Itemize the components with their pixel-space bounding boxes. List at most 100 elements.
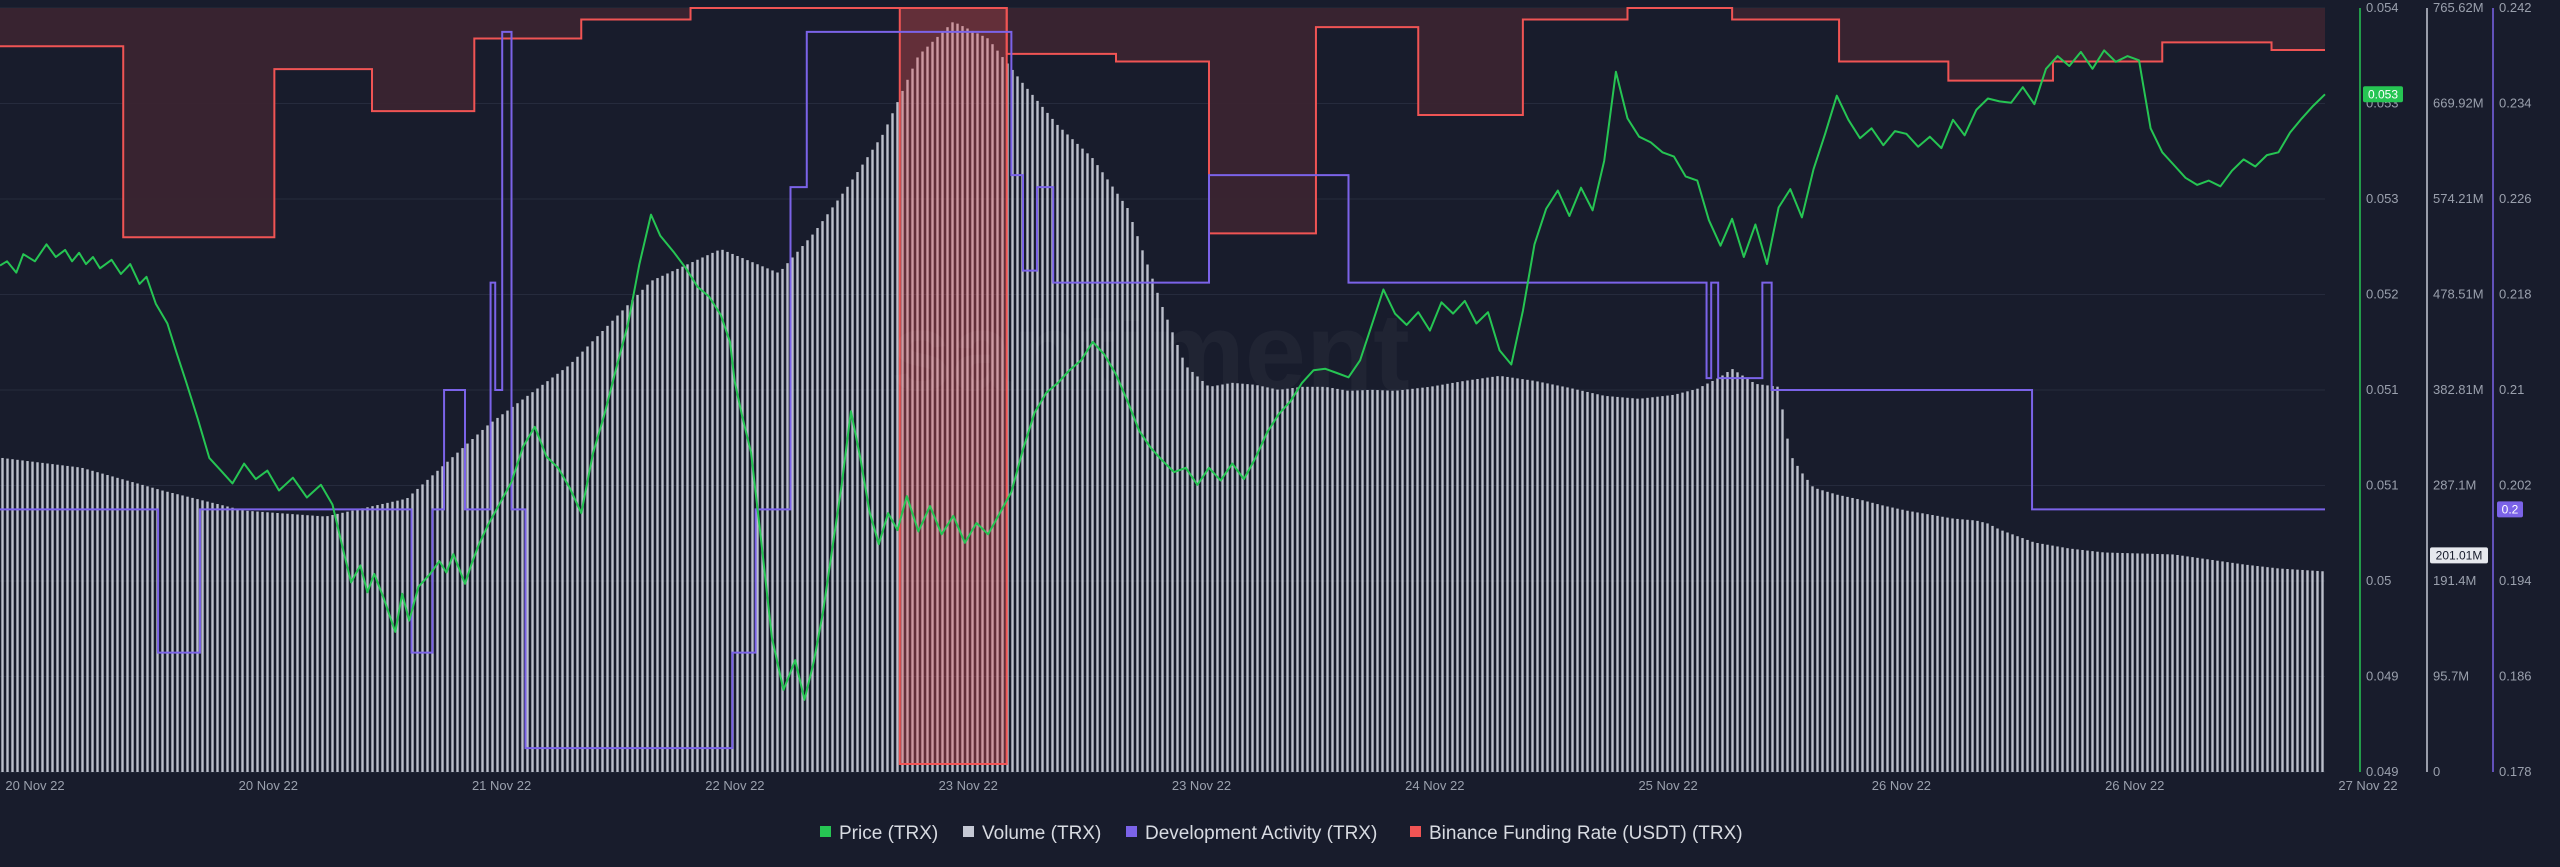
volume-bar [41, 462, 44, 772]
volume-bar [1881, 505, 1884, 772]
volume-bar [731, 253, 734, 773]
volume-bar [466, 443, 469, 772]
volume-bar [1836, 494, 1839, 772]
development-activity-line [0, 30, 2325, 750]
volume-bar [586, 346, 589, 772]
volume-bar [516, 403, 519, 772]
volume-bar [1, 457, 4, 772]
volume-bar [1841, 495, 1844, 772]
volume-bar [781, 268, 784, 772]
volume-bar [1311, 386, 1314, 772]
legend-swatch [963, 826, 974, 837]
volume-bar [1556, 385, 1559, 772]
volume-bar [966, 28, 969, 773]
volume-bar [1281, 389, 1284, 772]
volume-bar [1366, 389, 1369, 772]
volume-bar [776, 272, 779, 772]
volume-bar [1781, 409, 1784, 772]
volume-bar [1221, 384, 1224, 772]
volume-bar [1871, 502, 1874, 772]
volume-bar [396, 500, 399, 772]
volume-bar [1031, 94, 1034, 772]
x-tick-label: 25 Nov 22 [1638, 778, 1697, 793]
volume-bar [881, 134, 884, 772]
volume-bar [376, 505, 379, 772]
volume-bar [1671, 394, 1674, 772]
volume-bar [1041, 106, 1044, 773]
volume-bar [1111, 186, 1114, 773]
volume-bar [1921, 513, 1924, 772]
volume-bar [276, 513, 279, 772]
price-tick-label: 0.052 [2366, 287, 2399, 302]
volume-bar [1906, 510, 1909, 772]
volume-bar [2246, 564, 2249, 772]
volume-bar [1581, 390, 1584, 772]
dev_activity-tick-label: 0.226 [2499, 191, 2532, 206]
volume-bar [716, 250, 719, 773]
volume-bar [1611, 396, 1614, 772]
volume-bar [246, 510, 249, 772]
volume-bar [251, 511, 254, 772]
volume-bar [796, 251, 799, 773]
volume-bar [1321, 386, 1324, 772]
volume-bar [1601, 395, 1604, 772]
volume-bar [1786, 438, 1789, 772]
volume-bar [1426, 387, 1429, 772]
volume-bar [636, 294, 639, 772]
volume-bar [646, 284, 649, 772]
volume-bar [261, 511, 264, 772]
volume-bar [1936, 515, 1939, 772]
volume-bar [1531, 380, 1534, 772]
volume-bar [621, 310, 624, 772]
volume-bar [381, 503, 384, 772]
volume-current-badge: 201.01M [2430, 547, 2488, 564]
volume-bar [1501, 376, 1504, 772]
volume-bar [446, 461, 449, 772]
volume-current-badge-text: 201.01M [2436, 548, 2483, 562]
volume-bar [941, 32, 944, 772]
volume-tick-label: 0 [2433, 764, 2440, 779]
volume-bar [1516, 378, 1519, 772]
legend-item: Binance Funding Rate (USDT) (TRX) [1410, 823, 1743, 844]
volume-bar [2261, 566, 2264, 772]
volume-bar [1391, 390, 1394, 772]
price-line [0, 49, 2326, 701]
volume-bar [1716, 378, 1719, 772]
dev-activity-current-badge-box [2497, 501, 2523, 518]
volume-bar [296, 514, 299, 772]
volume-bar [2211, 559, 2214, 772]
volume-bar [526, 395, 529, 772]
volume-bar [1056, 124, 1059, 772]
legend-swatch [820, 826, 831, 837]
volume-bar [2161, 554, 2164, 772]
volume-bar [2111, 552, 2114, 772]
volume-bar [151, 487, 154, 772]
volume-bar [1971, 520, 1974, 772]
volume-bar [976, 33, 979, 772]
funding-rate-fill [0, 8, 2325, 238]
volume-bar [2231, 562, 2234, 772]
volume-bar [726, 251, 729, 772]
volume-bar [1116, 193, 1119, 772]
volume-bar [2291, 569, 2294, 772]
volume-bar [331, 514, 334, 772]
volume-bar [1131, 222, 1134, 772]
volume-bar [2126, 553, 2129, 772]
volume-bar [801, 246, 804, 772]
volume-bar [1081, 148, 1084, 772]
volume-bar [2181, 555, 2184, 772]
volume-bar [336, 513, 339, 772]
volume-bar [1486, 377, 1489, 772]
volume-bar [1171, 332, 1174, 772]
volume-bar [851, 179, 854, 772]
volume-bar [1036, 100, 1039, 773]
volume-bar [171, 492, 174, 772]
volume-bar [531, 392, 534, 772]
dev_activity-tick-label: 0.178 [2499, 764, 2532, 779]
volume-bar [951, 22, 954, 773]
volume-bar [2061, 547, 2064, 772]
volume-bar [1371, 389, 1374, 772]
volume-bar [496, 417, 499, 772]
volume-bar [1451, 382, 1454, 772]
volume-bar [1436, 385, 1439, 772]
